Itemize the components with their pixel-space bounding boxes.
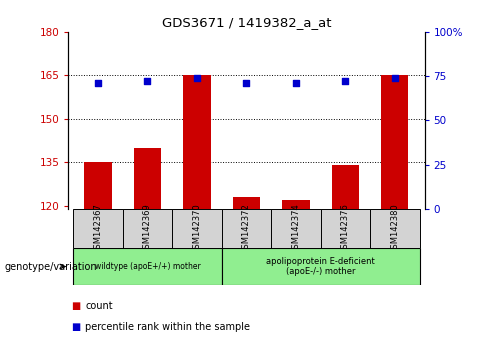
Bar bbox=[321, 209, 370, 248]
Point bbox=[94, 80, 102, 86]
Text: GSM142372: GSM142372 bbox=[242, 203, 251, 254]
Bar bbox=[381, 75, 408, 209]
Text: apolipoprotein E-deficient
(apoE-/-) mother: apolipoprotein E-deficient (apoE-/-) mot… bbox=[266, 257, 375, 276]
Bar bbox=[183, 75, 210, 209]
Point bbox=[143, 79, 151, 84]
Bar bbox=[84, 162, 112, 209]
Bar bbox=[222, 209, 271, 248]
Bar bbox=[233, 197, 260, 209]
Text: count: count bbox=[85, 301, 113, 311]
Bar bbox=[332, 165, 359, 209]
Point bbox=[391, 75, 399, 81]
Bar bbox=[370, 209, 420, 248]
Text: genotype/variation: genotype/variation bbox=[5, 262, 98, 272]
Text: ■: ■ bbox=[71, 322, 80, 332]
Bar bbox=[222, 248, 420, 285]
Text: GSM142380: GSM142380 bbox=[390, 203, 399, 254]
Bar bbox=[73, 209, 123, 248]
Text: GSM142376: GSM142376 bbox=[341, 203, 350, 254]
Bar bbox=[283, 200, 309, 209]
Bar bbox=[271, 209, 321, 248]
Point bbox=[292, 80, 300, 86]
Bar bbox=[73, 248, 222, 285]
Bar bbox=[172, 209, 222, 248]
Text: GSM142370: GSM142370 bbox=[192, 203, 202, 254]
Point bbox=[193, 75, 201, 81]
Text: GSM142367: GSM142367 bbox=[94, 203, 102, 254]
Text: GSM142369: GSM142369 bbox=[143, 203, 152, 254]
Text: percentile rank within the sample: percentile rank within the sample bbox=[85, 322, 250, 332]
Bar bbox=[134, 148, 161, 209]
Text: ■: ■ bbox=[71, 301, 80, 311]
Bar bbox=[123, 209, 172, 248]
Point bbox=[243, 80, 250, 86]
Text: wildtype (apoE+/+) mother: wildtype (apoE+/+) mother bbox=[95, 262, 201, 271]
Text: GSM142374: GSM142374 bbox=[291, 203, 301, 254]
Title: GDS3671 / 1419382_a_at: GDS3671 / 1419382_a_at bbox=[162, 16, 331, 29]
Point bbox=[342, 79, 349, 84]
